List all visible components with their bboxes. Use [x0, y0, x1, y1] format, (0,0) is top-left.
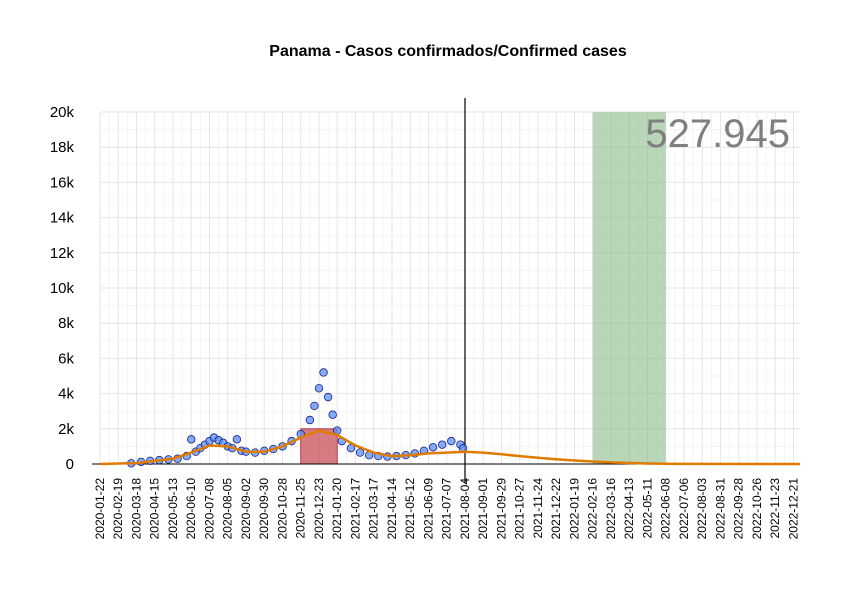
- x-tick-label: 2020-09-30: [257, 478, 271, 540]
- daily-case-point: [428, 443, 438, 452]
- x-tick-label: 2021-11-24: [531, 478, 545, 539]
- y-tick-label: 8k: [58, 315, 74, 332]
- grid: [99, 111, 800, 465]
- y-tick-label: 10k: [50, 280, 75, 297]
- daily-case-point: [314, 384, 324, 393]
- x-tick-label: 2021-12-22: [549, 478, 563, 540]
- x-tick-label: 2022-08-03: [695, 478, 709, 540]
- x-tick-label: 2020-04-15: [148, 478, 162, 540]
- daily-case-point: [447, 436, 456, 446]
- x-tick-label: 2022-04-13: [622, 478, 636, 540]
- y-tick-label: 12k: [50, 245, 75, 262]
- x-tick-label: 2022-11-23: [768, 478, 782, 539]
- y-tick-label: 18k: [50, 139, 75, 156]
- x-tick-label: 2022-12-21: [787, 478, 801, 540]
- daily-case-point: [346, 443, 356, 453]
- daily-case-point: [187, 435, 196, 444]
- daily-case-points: [127, 368, 468, 468]
- x-tick-label: 2020-06-10: [184, 478, 198, 540]
- x-tick-label: 2020-01-22: [93, 478, 107, 540]
- x-tick-label: 2022-03-16: [604, 478, 618, 540]
- green-highlight-band: [592, 112, 666, 464]
- daily-case-point: [323, 392, 333, 402]
- y-tick-label: 4k: [58, 386, 74, 403]
- x-tick-label: 2021-02-17: [349, 478, 363, 540]
- x-tick-label: 2022-09-28: [732, 478, 746, 540]
- x-tick-label: 2020-08-05: [221, 478, 235, 540]
- x-tick-label: 2021-09-01: [476, 478, 490, 540]
- daily-case-point: [232, 435, 242, 444]
- y-tick-label: 20k: [50, 104, 75, 121]
- smoothed-trend: [99, 429, 801, 466]
- x-tick-label: 2021-04-14: [385, 478, 399, 540]
- y-tick-label: 2k: [58, 421, 74, 438]
- daily-case-point: [355, 448, 365, 457]
- x-tick-label: 2020-11-25: [294, 478, 308, 539]
- x-tick-label: 2021-07-07: [440, 478, 454, 540]
- x-tick-label: 2022-08-31: [714, 478, 728, 540]
- x-tick-label: 2022-01-19: [568, 478, 582, 540]
- x-tick-label: 2022-07-06: [677, 478, 691, 540]
- x-tick-label: 2020-03-18: [130, 478, 144, 540]
- x-tick-label: 2021-09-29: [495, 478, 509, 540]
- daily-case-point: [437, 440, 447, 449]
- x-tick-label: 2020-02-19: [111, 478, 125, 540]
- y-tick-label: 16k: [50, 174, 75, 191]
- x-tick-label: 2021-03-17: [367, 478, 381, 540]
- daily-case-point: [305, 415, 315, 425]
- x-tick-label: 2020-05-13: [166, 478, 180, 540]
- daily-case-point: [319, 368, 328, 377]
- y-tick-label: 0: [66, 456, 74, 473]
- x-tick-label: 2020-10-28: [276, 478, 290, 540]
- x-tick-label: 2022-06-08: [659, 478, 673, 540]
- x-tick-labels: 2020-01-22 2020-02-19 2020-03-18 2020-04-15…: [93, 478, 801, 540]
- x-tick-label: 2021-10-27: [513, 478, 527, 540]
- y-tick-labels: 0 2k 4k 6k 8k 10k 12k 14k 16k 18k 20k: [50, 104, 75, 473]
- x-tick-label: 2021-06-09: [422, 478, 436, 540]
- chart-title: Panama - Casos confirmados/Confirmed cas…: [269, 43, 627, 60]
- highlight-bands: [300, 112, 666, 465]
- x-tick-label: 2020-12-23: [312, 478, 326, 540]
- y-tick-label: 14k: [50, 210, 75, 227]
- x-tick-label: 2020-09-02: [239, 478, 253, 540]
- total-cases-label: 527.945: [645, 112, 790, 156]
- daily-case-point: [310, 401, 319, 411]
- daily-case-point: [328, 410, 337, 419]
- x-tick-label: 2020-07-08: [203, 478, 217, 540]
- x-tick-label: 2022-02-16: [586, 478, 600, 540]
- x-tick-label: 2021-08-04: [458, 478, 472, 540]
- x-tick-label: 2022-10-26: [750, 478, 764, 540]
- x-tick-label: 2021-01-20: [330, 478, 344, 540]
- smoothed-trend-line: [99, 429, 801, 466]
- y-tick-label: 6k: [58, 350, 74, 367]
- x-tick-label: 2021-05-12: [403, 478, 417, 540]
- x-tick-label: 2022-05-11: [641, 478, 655, 539]
